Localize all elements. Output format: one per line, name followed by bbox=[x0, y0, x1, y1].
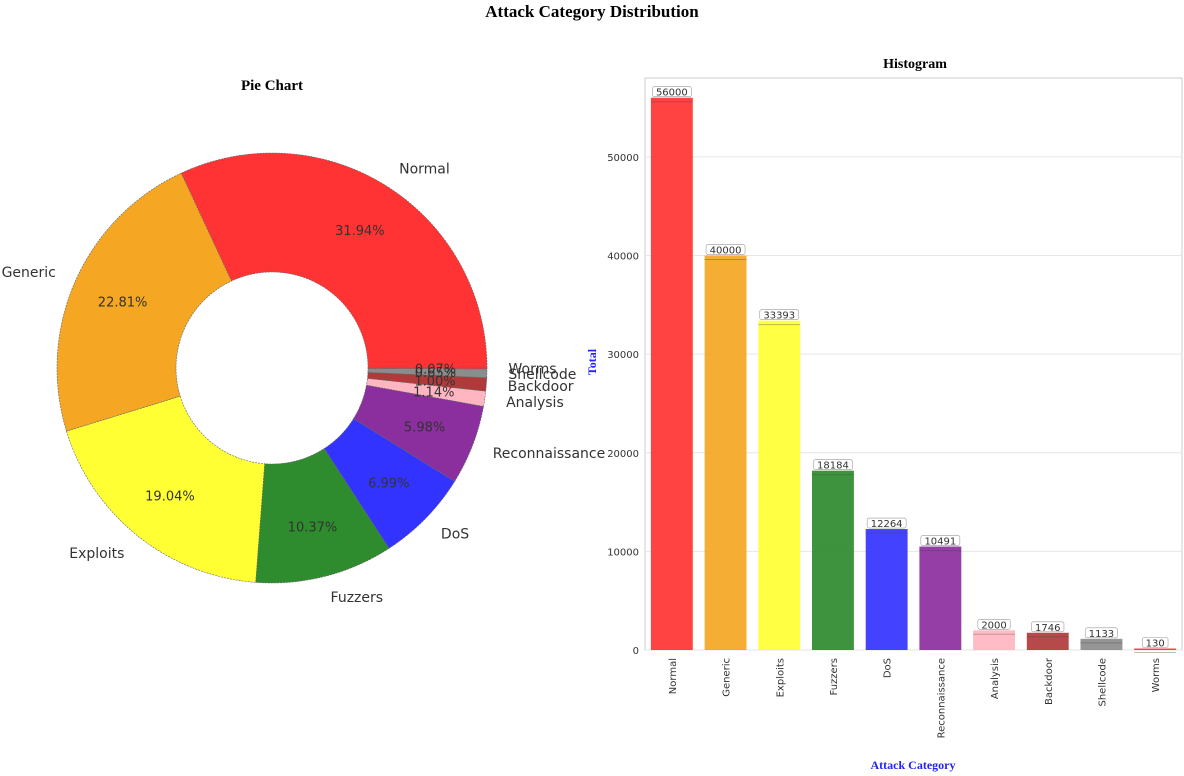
x-tick-label-fuzzers: Fuzzers bbox=[829, 658, 840, 696]
pie-slice-analysis bbox=[366, 378, 487, 407]
bar-label-box-exploits bbox=[759, 309, 800, 320]
pie-label-dos: DoS bbox=[441, 527, 469, 543]
pie-slice-normal bbox=[180, 152, 488, 369]
pie-percent-reconnaissance: 5.98% bbox=[404, 421, 445, 436]
bar-label-box-dos bbox=[866, 517, 907, 529]
pie-percent-fuzzers: 10.37% bbox=[288, 520, 338, 535]
x-tick-label-reconnaissance: Reconnaissance bbox=[936, 658, 947, 738]
y-tick-label: 50000 bbox=[607, 153, 639, 164]
bar-shellcode bbox=[1080, 638, 1123, 650]
x-tick-label-exploits: Exploits bbox=[775, 658, 786, 697]
x-tick-label-dos: DoS bbox=[883, 658, 894, 678]
pie-labels: Normal 31.94% Generic 22.81% Exploits 19.04% F… bbox=[2, 162, 606, 607]
bar-value-label-dos: 12264 bbox=[871, 519, 903, 530]
bar-normal bbox=[650, 97, 693, 651]
figure-title: Attack Category Distribution bbox=[485, 2, 699, 21]
bar-reconnaissance bbox=[919, 546, 962, 650]
bar-generic bbox=[704, 255, 747, 650]
pie-chart-title: Pie Chart bbox=[241, 78, 303, 94]
bar-label-box-normal bbox=[652, 86, 692, 98]
y-tick-labels: 0 10000 20000 30000 40000 50000 bbox=[607, 153, 639, 657]
pie-percent-analysis: 1.14% bbox=[413, 385, 454, 400]
bars: 56000 40000 33393 18184 12264 10491 2000 1746 11… bbox=[650, 86, 1177, 653]
bar-analysis bbox=[973, 630, 1015, 650]
x-tick-label-worms: Worms bbox=[1151, 658, 1162, 692]
bar-worms bbox=[1134, 648, 1177, 650]
bar-value-label-fuzzers: 18184 bbox=[817, 461, 849, 472]
x-axis-label: Attack Category bbox=[871, 758, 956, 772]
bar-label-box-fuzzers bbox=[813, 459, 853, 470]
bar-value-label-shellcode: 1133 bbox=[1089, 629, 1114, 640]
bar-label-box-backdoor bbox=[1031, 621, 1065, 633]
pie-label-generic: Generic bbox=[2, 265, 56, 281]
bar-value-label-normal: 56000 bbox=[656, 88, 688, 99]
x-tick-label-generic: Generic bbox=[722, 658, 733, 697]
pie-percent-worms: 0.07% bbox=[415, 362, 456, 377]
bar-value-label-worms: 130 bbox=[1146, 639, 1165, 650]
bar-exploits bbox=[758, 320, 801, 650]
pie-label-shellcode: Shellcode bbox=[508, 367, 576, 383]
pie-label-exploits: Exploits bbox=[69, 546, 124, 562]
pie-label-normal: Normal bbox=[399, 162, 450, 178]
y-tick-label: 30000 bbox=[607, 350, 639, 361]
pie-percent-backdoor: 1.00% bbox=[414, 375, 455, 390]
bar-dos bbox=[865, 529, 908, 650]
pie-slice-fuzzers bbox=[255, 448, 390, 584]
pie-percent-exploits: 19.04% bbox=[145, 490, 195, 505]
bar-value-label-reconnaissance: 10491 bbox=[924, 537, 956, 548]
pie-label-reconnaissance: Reconnaissance bbox=[493, 446, 606, 462]
bar-value-label-exploits: 33393 bbox=[763, 311, 795, 322]
y-axis-label: Total bbox=[585, 348, 599, 375]
bar-value-label-backdoor: 1746 bbox=[1035, 623, 1060, 634]
bar-value-label-analysis: 2000 bbox=[981, 620, 1006, 631]
pie-label-fuzzers: Fuzzers bbox=[331, 590, 384, 606]
pie-chart: Pie Chart Normal 31.94% Generic 22.81% Explo… bbox=[2, 78, 606, 607]
y-tick-label: 10000 bbox=[607, 547, 639, 558]
bar-label-box-worms bbox=[1141, 637, 1169, 648]
bar-backdoor bbox=[1026, 632, 1069, 650]
x-tick-label-normal: Normal bbox=[668, 658, 679, 694]
pie-percent-normal: 31.94% bbox=[335, 224, 385, 239]
y-tick-label: 0 bbox=[633, 646, 639, 657]
x-tick-label-shellcode: Shellcode bbox=[1097, 658, 1108, 707]
bar-value-label-generic: 40000 bbox=[710, 246, 742, 257]
pie-slice-generic bbox=[56, 172, 232, 432]
pie-slice-exploits bbox=[66, 395, 266, 583]
pie-slices bbox=[56, 152, 488, 584]
y-tick-label: 40000 bbox=[607, 252, 639, 263]
pie-percent-shellcode: 0.65% bbox=[415, 366, 456, 381]
bar-label-box-shellcode bbox=[1084, 627, 1118, 639]
x-tick-label-backdoor: Backdoor bbox=[1044, 657, 1055, 705]
pie-percent-generic: 22.81% bbox=[98, 296, 148, 311]
histogram-title: Histogram bbox=[883, 57, 947, 72]
bar-label-box-generic bbox=[705, 244, 746, 255]
x-tick-labels: Normal Generic Exploits Fuzzers DoS Reconnais… bbox=[668, 657, 1162, 738]
histogram-chart: Histogram 0 10000 20000 30000 40000 50000 560… bbox=[585, 57, 1183, 772]
bar-label-box-analysis bbox=[977, 618, 1011, 630]
bar-fuzzers bbox=[812, 470, 854, 650]
pie-label-analysis: Analysis bbox=[506, 395, 564, 411]
pie-percent-dos: 6.99% bbox=[368, 476, 409, 491]
pie-label-worms: Worms bbox=[508, 362, 556, 378]
pie-slice-worms bbox=[367, 367, 488, 370]
pie-slice-reconnaissance bbox=[353, 384, 484, 482]
y-tick-label: 20000 bbox=[607, 449, 639, 460]
pie-label-backdoor: Backdoor bbox=[508, 379, 574, 395]
bar-label-box-reconnaissance bbox=[920, 535, 961, 546]
x-tick-label-analysis: Analysis bbox=[990, 658, 1001, 699]
